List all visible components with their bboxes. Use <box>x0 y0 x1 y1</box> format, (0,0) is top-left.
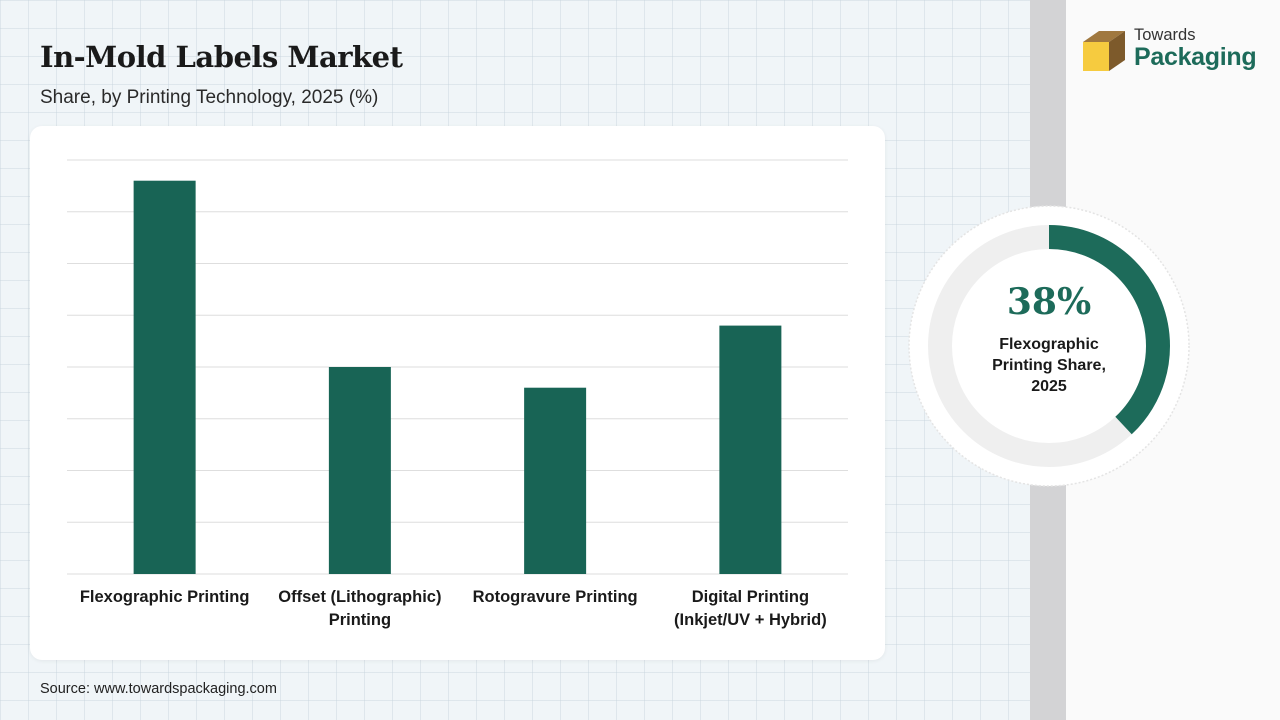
x-tick-label: Digital Printing (Inkjet/UV + Hybrid) <box>655 586 845 632</box>
chart-subtitle: Share, by Printing Technology, 2025 (%) <box>40 87 379 108</box>
share-caption-line: Printing Share, <box>992 357 1106 374</box>
x-tick-label-line: Rotogravure Printing <box>472 588 638 606</box>
bar[interactable] <box>133 180 196 574</box>
share-value: 38% <box>1006 281 1092 323</box>
box-icon <box>1083 31 1125 71</box>
bar[interactable] <box>328 367 391 574</box>
share-caption: Flexographic Printing Share, 2025 <box>969 334 1129 397</box>
chart-title: In-Mold Labels Market <box>40 40 403 74</box>
x-tick-label-line: (Inkjet/UV + Hybrid) <box>674 611 827 629</box>
brand-name-main: Packaging <box>1134 43 1257 71</box>
bar[interactable] <box>524 387 587 574</box>
chart-card: Flexographic Printing Offset (Lithographi… <box>30 126 885 660</box>
x-tick-label: Rotogravure Printing <box>460 586 650 609</box>
bar[interactable] <box>719 325 782 574</box>
brand-name-top: Towards <box>1134 26 1196 44</box>
share-caption-line: Flexographic <box>999 336 1099 353</box>
share-caption-line: 2025 <box>1031 378 1067 395</box>
brand-logo[interactable]: Towards Packaging <box>1080 26 1260 82</box>
source-note: Source: www.towardspackaging.com <box>40 681 277 697</box>
share-donut: 38% Flexographic Printing Share, 2025 <box>906 203 1192 489</box>
donut-share-arc <box>928 225 1170 467</box>
x-tick-label-line: Digital Printing <box>691 588 810 606</box>
x-tick-label-line: Flexographic Printing <box>79 588 250 606</box>
donut-chart <box>908 205 1190 487</box>
x-tick-label-line: Offset (Lithographic) <box>278 588 442 606</box>
bar-chart <box>67 159 848 575</box>
x-tick-label-line: Printing <box>328 611 392 629</box>
x-tick-label: Offset (Lithographic) Printing <box>265 586 455 632</box>
x-tick-label: Flexographic Printing <box>70 586 260 609</box>
